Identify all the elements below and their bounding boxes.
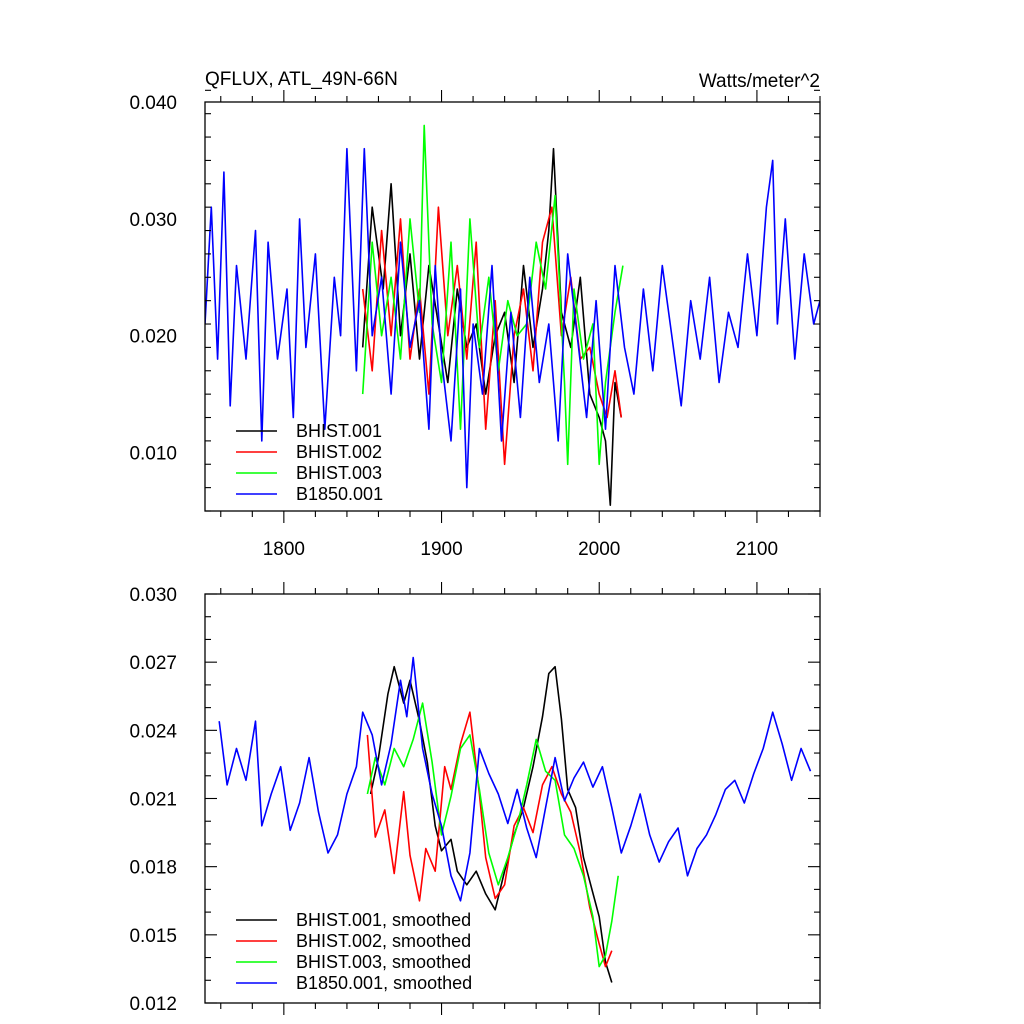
x-tick-label: 1900 xyxy=(420,539,462,560)
legend-label: B1850.001 xyxy=(296,484,383,504)
series-line-b1850-001-smoothed xyxy=(218,656,812,902)
top-panel-plot-area xyxy=(205,124,820,507)
series-line-bhist-003-smoothed xyxy=(366,702,619,968)
series-line-bhist-002-smoothed xyxy=(366,711,613,968)
y-tick-label: 0.020 xyxy=(129,327,177,348)
top-panel-units: Watts/meter^2 xyxy=(699,71,820,92)
legend-label: BHIST.003 xyxy=(296,463,382,483)
y-tick-label: 0.027 xyxy=(129,653,177,674)
bottom-panel-axes: 0.012 0.015 0.018 0.021 0.024 0.027 0.030 xyxy=(129,582,821,1015)
top-panel-frame xyxy=(204,101,821,512)
y-tick-label: 0.018 xyxy=(129,858,177,879)
y-tick-label: 0.021 xyxy=(129,790,177,811)
legend-label: BHIST.002, smoothed xyxy=(296,931,471,951)
bottom-panel-plot-area xyxy=(218,656,812,983)
legend-label: BHIST.002 xyxy=(296,442,382,462)
x-tick-label: 2000 xyxy=(578,539,620,560)
series-line-bhist-001 xyxy=(361,147,623,507)
x-tick-label: 1800 xyxy=(263,539,305,560)
y-tick-label: 0.015 xyxy=(129,926,177,947)
legend-label: B1850.001, smoothed xyxy=(296,973,472,993)
series-line-b1850-001 xyxy=(205,147,820,489)
legend-label: BHIST.001 xyxy=(296,421,382,441)
y-tick-label: 0.010 xyxy=(129,444,177,465)
x-tick-label: 2100 xyxy=(736,539,778,560)
legend-label: BHIST.001, smoothed xyxy=(296,910,471,930)
y-tick-label: 0.024 xyxy=(129,721,177,742)
y-tick-label: 0.040 xyxy=(129,93,177,114)
top-panel-title: QFLUX, ATL_49N-66N xyxy=(205,69,398,90)
y-tick-label: 0.030 xyxy=(129,210,177,231)
top-panel-axes: 1800 1900 2000 2100 0.010 0.020 0.030 0.040 xyxy=(129,89,821,560)
y-tick-label: 0.030 xyxy=(129,585,177,606)
top-panel: QFLUX, ATL_49N-66N Watts/meter^2 1800 190… xyxy=(129,69,821,560)
y-tick-label: 0.012 xyxy=(129,994,177,1015)
legend-label: BHIST.003, smoothed xyxy=(296,952,471,972)
bottom-panel: 0.012 0.015 0.018 0.021 0.024 0.027 0.030 BHIS… xyxy=(129,582,821,1015)
